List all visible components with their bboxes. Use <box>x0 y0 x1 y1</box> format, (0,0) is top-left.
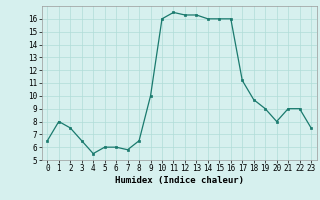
X-axis label: Humidex (Indice chaleur): Humidex (Indice chaleur) <box>115 176 244 185</box>
